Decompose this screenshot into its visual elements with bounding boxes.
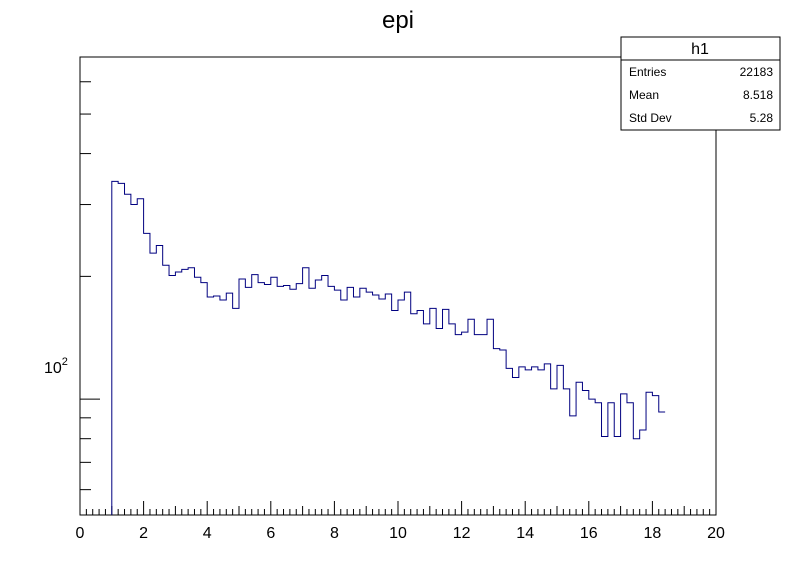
x-axis: 0 2 4 6 8 10 12 14 16 18 20 — [76, 501, 725, 542]
x-tick-label: 20 — [707, 525, 725, 542]
stats-box-title: h1 — [691, 41, 709, 58]
stats-mean-value: 8.518 — [743, 88, 773, 102]
x-tick-label: 6 — [266, 525, 275, 542]
svg-text:102: 102 — [44, 356, 68, 377]
x-tick-label: 0 — [76, 525, 85, 542]
chart-title: epi — [382, 7, 414, 34]
x-tick-label: 14 — [516, 525, 534, 542]
x-tick-label: 10 — [389, 525, 407, 542]
stats-entries-label: Entries — [629, 65, 666, 79]
y-tick-label-base: 10 — [44, 360, 62, 377]
y-tick-label-100: 102 — [44, 356, 68, 377]
stats-mean-label: Mean — [629, 88, 659, 102]
x-tick-label: 2 — [139, 525, 148, 542]
histogram-series — [111, 180, 666, 515]
x-tick-label: 4 — [203, 525, 212, 542]
y-axis — [80, 81, 100, 491]
stats-stddev-value: 5.28 — [750, 111, 774, 125]
stats-box-border — [620, 36, 781, 131]
stats-stddev-label: Std Dev — [629, 111, 672, 125]
stats-box: h1 Entries 22183 Mean 8.518 Std Dev 5.28 — [620, 36, 781, 131]
x-tick-label: 18 — [644, 525, 662, 542]
x-tick-label: 16 — [580, 525, 598, 542]
x-tick-label: 12 — [453, 525, 471, 542]
y-tick-label-exponent: 2 — [62, 356, 68, 368]
stats-entries-value: 22183 — [740, 65, 774, 79]
x-tick-label: 8 — [330, 525, 339, 542]
